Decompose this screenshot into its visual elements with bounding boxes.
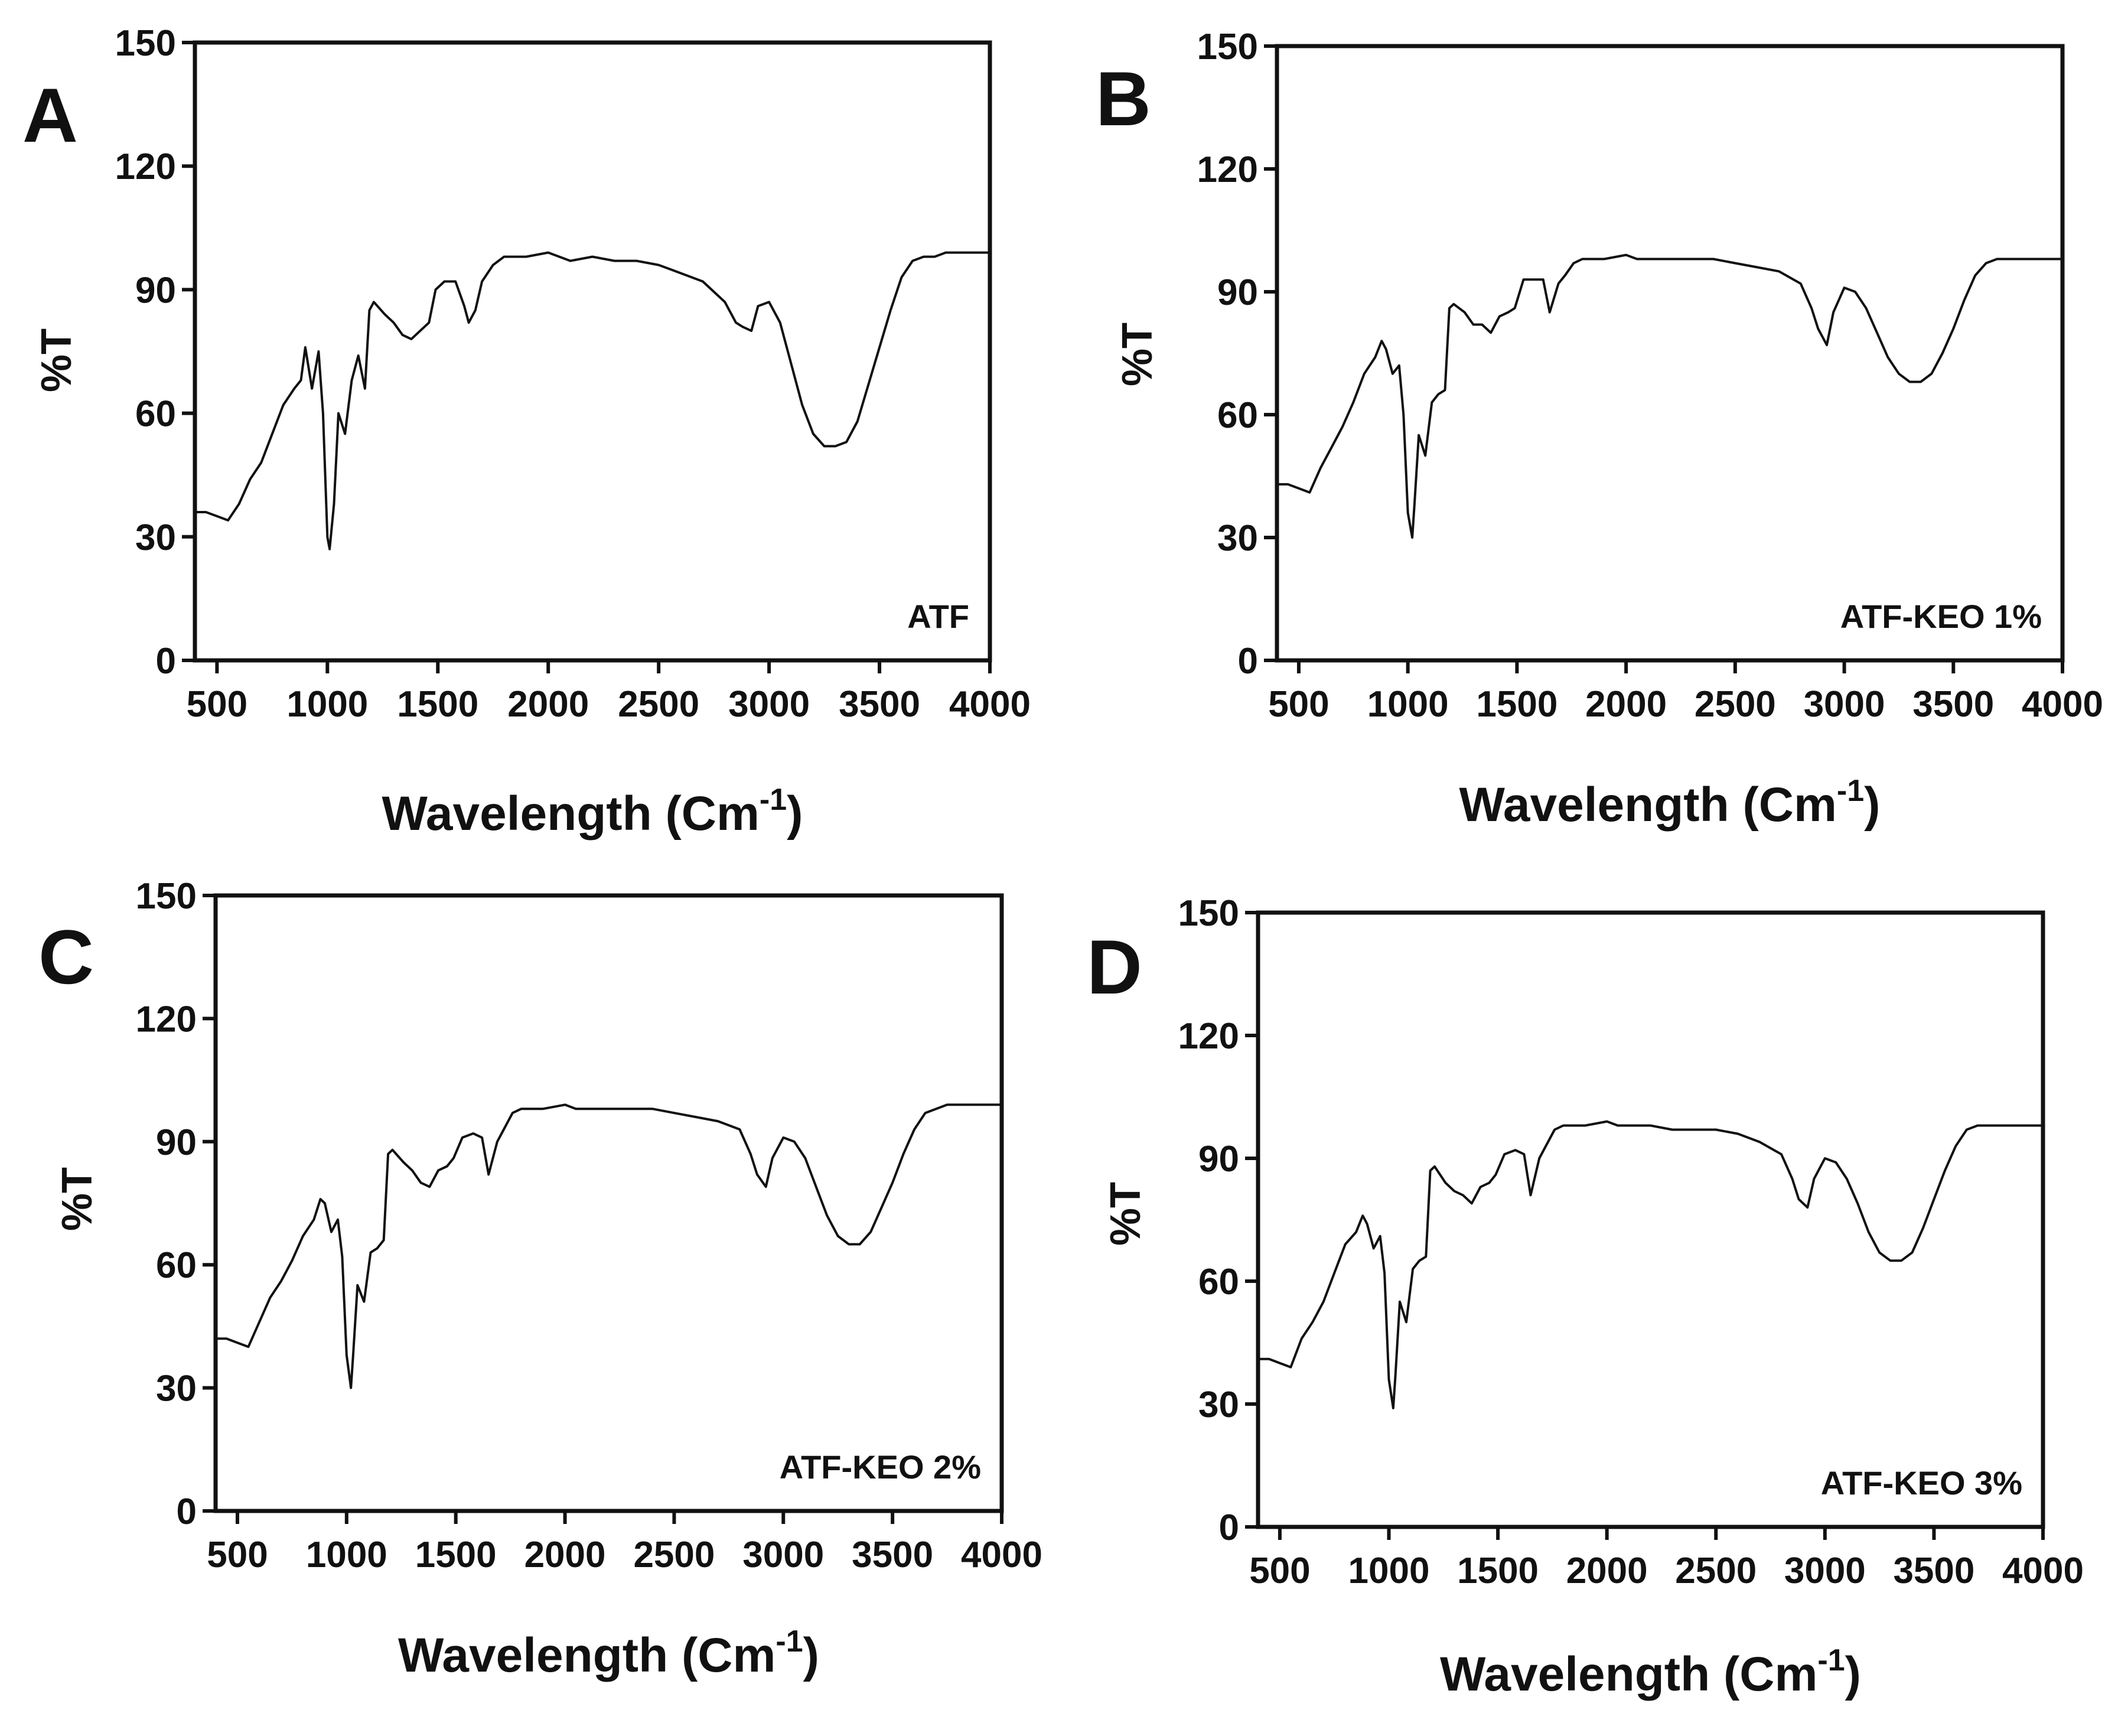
x-tick-label: 1500	[1476, 684, 1557, 725]
y-tick-label: 120	[136, 999, 197, 1040]
spectrum-line-b	[1276, 253, 2064, 539]
y-tick-label: 30	[1217, 518, 1258, 559]
plot-frame	[213, 893, 1004, 1513]
x-axis-label-close: )	[1845, 1647, 1861, 1701]
x-tick-label: 500	[1249, 1551, 1310, 1591]
x-tick-label: 3500	[1912, 684, 1994, 725]
x-tick-label: 4000	[2002, 1551, 2084, 1591]
y-tick-label: 60	[1217, 395, 1258, 436]
x-tick-label: 2500	[1675, 1551, 1757, 1591]
x-tick-label: 500	[1268, 684, 1329, 725]
y-tick-label: 150	[136, 876, 197, 917]
panel-letter: A	[22, 72, 78, 158]
x-tick-label: 2500	[618, 684, 699, 725]
y-tick-label: 120	[1178, 1016, 1239, 1057]
x-tick-label: 2000	[1566, 1551, 1648, 1591]
x-axis-label-close: )	[1864, 778, 1880, 832]
chart-panel-c: 0 30 60 90 120 150 500 1000 1500 2000 2500 3000 3500…	[38, 876, 1042, 1682]
x-tick-label: 3000	[1784, 1551, 1866, 1591]
chart-panel-a: 0 30 60 90 120 150 500 1000 1500 2000 2500 3000 3500…	[22, 23, 1031, 841]
x-tick-label: 4000	[2022, 684, 2103, 725]
x-axis-label-close: )	[787, 787, 803, 841]
x-axis-label-main: Wavelength (Cm	[1440, 1647, 1817, 1701]
x-axis-label: Wavelength (Cm-1)	[398, 1624, 819, 1682]
y-axis-label: %T	[1102, 1182, 1149, 1246]
y-tick-label: 30	[135, 517, 176, 558]
sample-label: ATF-KEO 3%	[1821, 1464, 2022, 1502]
x-tick-label: 1000	[1367, 684, 1449, 725]
y-tick-label: 0	[156, 641, 176, 682]
spectrum-line-c	[214, 1103, 1003, 1389]
chart-panel-b: 0 30 60 90 120 150 500 1000 1500 2000 2500 3000 3500…	[1096, 27, 2103, 832]
x-tick-label: 2500	[633, 1535, 715, 1575]
y-tick-label: 90	[156, 1122, 197, 1163]
y-tick-label: 60	[1198, 1262, 1239, 1302]
x-tick-label: 3000	[1804, 684, 1885, 725]
x-tick-label: 2000	[524, 1535, 606, 1575]
y-tick-label: 30	[156, 1369, 197, 1409]
x-tick-label: 1000	[1348, 1551, 1430, 1591]
x-tick-label: 3500	[852, 1535, 933, 1575]
y-tick-label: 150	[1178, 893, 1239, 934]
x-axis-label-superscript: -1	[1817, 1643, 1845, 1678]
x-tick-label: 3500	[1893, 1551, 1974, 1591]
x-axis-label-main: Wavelength (Cm	[398, 1628, 775, 1682]
sample-label: ATF-KEO 2%	[780, 1448, 981, 1486]
x-tick-label: 1500	[397, 684, 478, 725]
x-axis-label-main: Wavelength (Cm	[1459, 778, 1837, 832]
x-tick-label: 3000	[728, 684, 810, 725]
y-tick-label: 0	[1238, 641, 1258, 682]
x-axis-label-superscript: -1	[775, 1624, 803, 1659]
x-tick-label: 500	[207, 1535, 268, 1575]
panel-letter: C	[38, 914, 94, 1000]
x-tick-label: 1500	[1457, 1551, 1539, 1591]
x-tick-label: 1000	[306, 1535, 387, 1575]
x-tick-label: 3500	[839, 684, 920, 725]
x-tick-label: 1000	[286, 684, 368, 725]
y-axis-label: %T	[33, 328, 80, 392]
y-axis-label: %T	[54, 1167, 101, 1231]
y-tick-label: 120	[1197, 149, 1258, 190]
x-axis-label-close: )	[803, 1628, 819, 1682]
y-tick-label: 0	[1219, 1507, 1239, 1548]
x-tick-label: 3000	[742, 1535, 824, 1575]
y-tick-label: 60	[156, 1245, 197, 1286]
plot-frame	[1256, 910, 2045, 1529]
y-tick-label: 0	[177, 1491, 197, 1532]
x-tick-label: 4000	[961, 1535, 1042, 1575]
y-tick-label: 60	[135, 394, 176, 435]
y-tick-label: 90	[135, 270, 176, 311]
y-tick-label: 30	[1198, 1385, 1239, 1425]
y-axis-label: %T	[1114, 323, 1161, 386]
x-tick-label: 500	[187, 684, 247, 725]
spectrum-line-a	[194, 251, 991, 551]
x-axis-label: Wavelength (Cm-1)	[1440, 1643, 1861, 1701]
x-tick-label: 1500	[415, 1535, 497, 1575]
x-tick-label: 2000	[507, 684, 589, 725]
panel-letter: B	[1096, 56, 1151, 142]
y-tick-label: 120	[115, 146, 176, 187]
x-axis-label: Wavelength (Cm-1)	[1459, 774, 1881, 832]
y-tick-label: 150	[115, 23, 176, 64]
x-axis-label: Wavelength (Cm-1)	[382, 783, 803, 841]
y-tick-label: 150	[1197, 27, 1258, 67]
plot-frame	[193, 40, 992, 663]
y-tick-label: 90	[1198, 1139, 1239, 1180]
x-tick-label: 2500	[1695, 684, 1776, 725]
chart-panel-d: 0 30 60 90 120 150 500 1000 1500 2000 2500 3000 3500…	[1087, 893, 2084, 1701]
sample-label: ATF-KEO 1%	[1840, 598, 2042, 635]
x-axis-label-main: Wavelength (Cm	[382, 787, 760, 841]
panel-letter: D	[1087, 924, 1142, 1010]
x-axis-label-superscript: -1	[1837, 774, 1864, 808]
sample-label: ATF	[907, 598, 969, 635]
x-tick-label: 4000	[949, 684, 1031, 725]
plot-frame	[1275, 44, 2065, 663]
x-axis-label-superscript: -1	[760, 783, 787, 817]
spectrum-line-d	[1257, 1120, 2044, 1409]
y-tick-label: 90	[1217, 272, 1258, 313]
x-tick-label: 2000	[1585, 684, 1667, 725]
